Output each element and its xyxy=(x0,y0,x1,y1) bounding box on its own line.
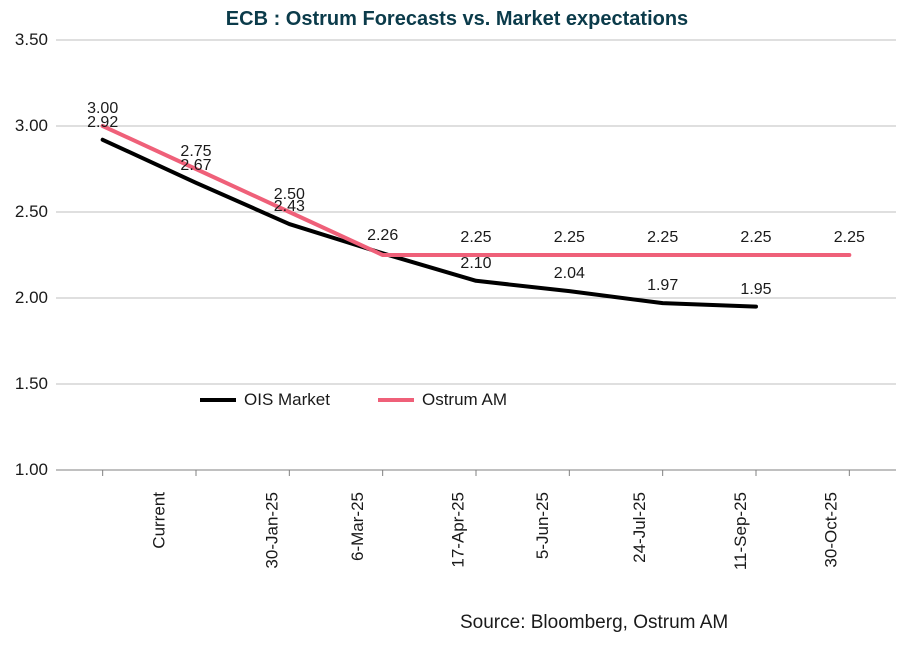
legend-item: OIS Market xyxy=(200,390,330,410)
y-tick-label: 2.00 xyxy=(15,288,48,308)
legend-item: Ostrum AM xyxy=(378,390,507,410)
data-label: 2.26 xyxy=(367,227,398,245)
data-label: 2.25 xyxy=(554,229,585,247)
data-label: 2.25 xyxy=(834,229,865,247)
legend-label: OIS Market xyxy=(244,390,330,410)
data-label: 2.25 xyxy=(647,229,678,247)
x-tick-label: 11-Sep-25 xyxy=(731,492,751,570)
legend-label: Ostrum AM xyxy=(422,390,507,410)
data-label: 1.97 xyxy=(647,277,678,295)
x-tick-label: 30-Jan-25 xyxy=(263,492,283,569)
x-tick-label: Current xyxy=(149,492,169,549)
x-tick-label: 17-Apr-25 xyxy=(448,492,468,568)
data-label: 1.95 xyxy=(740,281,771,299)
x-tick-label: 24-Jul-25 xyxy=(630,492,650,563)
data-label: 2.75 xyxy=(180,143,211,161)
data-label: 2.10 xyxy=(460,255,491,273)
y-tick-label: 2.50 xyxy=(15,202,48,222)
legend-swatch xyxy=(378,398,414,402)
y-tick-label: 3.00 xyxy=(15,116,48,136)
data-label: 2.04 xyxy=(554,265,585,283)
y-tick-label: 3.50 xyxy=(15,30,48,50)
legend: OIS Market Ostrum AM xyxy=(200,390,507,410)
data-label: 2.25 xyxy=(740,229,771,247)
x-tick-label: 30-Oct-25 xyxy=(822,492,842,568)
chart-title: ECB : Ostrum Forecasts vs. Market expect… xyxy=(0,8,914,31)
y-tick-label: 1.50 xyxy=(15,374,48,394)
data-label: 3.00 xyxy=(87,100,118,118)
y-tick-label: 1.00 xyxy=(15,460,48,480)
x-tick-label: 6-Mar-25 xyxy=(348,492,368,561)
legend-swatch xyxy=(200,398,236,402)
data-label: 2.50 xyxy=(274,186,305,204)
chart-container: ECB : Ostrum Forecasts vs. Market expect… xyxy=(0,0,914,651)
x-tick-label: 5-Jun-25 xyxy=(533,492,553,559)
source-text: Source: Bloomberg, Ostrum AM xyxy=(460,612,728,634)
data-label: 2.25 xyxy=(460,229,491,247)
